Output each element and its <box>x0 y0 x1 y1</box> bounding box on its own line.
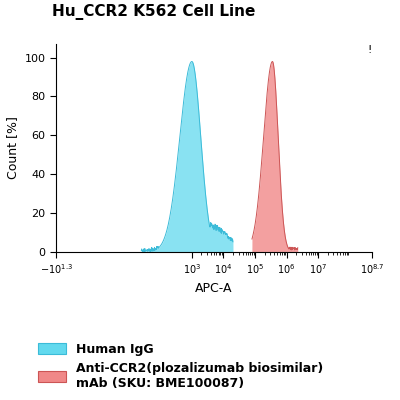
Legend: Human IgG, Anti-CCR2(plozalizumab biosimilar)
mAb (SKU: BME100087): Human IgG, Anti-CCR2(plozalizumab biosim… <box>38 342 323 390</box>
Text: Hu_CCR2 K562 Cell Line: Hu_CCR2 K562 Cell Line <box>52 4 255 20</box>
Text: !: ! <box>367 45 372 55</box>
Y-axis label: Count [%]: Count [%] <box>6 116 19 180</box>
X-axis label: APC-A: APC-A <box>195 282 233 295</box>
